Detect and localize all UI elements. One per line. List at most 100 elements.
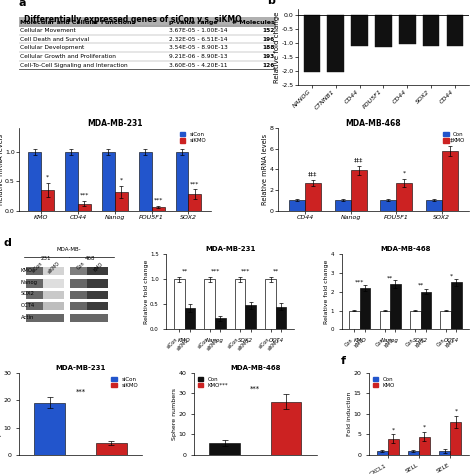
FancyBboxPatch shape	[71, 267, 91, 275]
Text: ***: ***	[154, 198, 163, 202]
Bar	[447, 15, 463, 46]
FancyBboxPatch shape	[44, 302, 64, 310]
Text: KMO: KMO	[178, 338, 191, 344]
Bar	[399, 15, 416, 45]
Text: ***: ***	[355, 279, 365, 284]
Bar	[376, 451, 388, 455]
Text: ***: ***	[241, 268, 250, 273]
Text: **: **	[182, 268, 188, 273]
Bar	[440, 310, 451, 329]
Bar	[235, 279, 246, 329]
Bar	[152, 207, 164, 210]
Bar	[420, 292, 431, 329]
Text: ***: ***	[80, 193, 89, 198]
Y-axis label: Relative fold change: Relative fold change	[274, 11, 280, 83]
FancyBboxPatch shape	[44, 279, 64, 288]
Y-axis label: Sphere numbers: Sphere numbers	[0, 388, 2, 440]
Bar	[380, 310, 390, 329]
Text: p-value range: p-value range	[170, 20, 218, 25]
Bar	[442, 151, 458, 210]
Bar	[423, 15, 439, 46]
Bar	[349, 310, 360, 329]
Text: OCT4: OCT4	[268, 338, 283, 344]
Text: 193: 193	[263, 54, 275, 59]
Bar	[408, 451, 419, 455]
Bar	[265, 279, 276, 329]
Text: KMO: KMO	[21, 268, 33, 273]
FancyBboxPatch shape	[27, 314, 47, 322]
Bar	[419, 437, 430, 455]
Bar	[174, 279, 184, 329]
Bar	[396, 183, 412, 210]
FancyBboxPatch shape	[27, 267, 47, 275]
Bar	[139, 152, 152, 210]
Bar	[34, 403, 65, 455]
Text: ***: ***	[210, 268, 220, 273]
Y-axis label: Relative fold change: Relative fold change	[324, 259, 329, 324]
Legend: siCon, siKMO: siCon, siKMO	[179, 131, 208, 145]
Text: **: **	[418, 283, 424, 288]
FancyBboxPatch shape	[44, 267, 64, 275]
Bar	[215, 319, 226, 329]
Bar	[204, 279, 215, 329]
Text: Nanog: Nanog	[381, 338, 399, 344]
Bar	[451, 282, 462, 329]
Text: a: a	[19, 0, 27, 8]
Text: 231: 231	[41, 256, 51, 261]
Bar	[388, 438, 399, 455]
Text: 152: 152	[263, 28, 275, 33]
Text: Molecular and Cellular Functions: Molecular and Cellular Functions	[20, 20, 136, 25]
Title: MDA-MB-468: MDA-MB-468	[380, 246, 431, 252]
Text: SOX2: SOX2	[21, 292, 35, 296]
Text: Cellular Development: Cellular Development	[20, 45, 84, 50]
FancyBboxPatch shape	[87, 291, 109, 299]
Text: Actin: Actin	[21, 315, 34, 320]
Y-axis label: Relative mRNA levels: Relative mRNA levels	[0, 134, 4, 205]
Text: **: **	[273, 268, 279, 273]
FancyBboxPatch shape	[27, 291, 47, 299]
Bar	[328, 15, 344, 73]
Bar	[375, 15, 392, 47]
Bar	[41, 190, 54, 210]
Title: MDA-MB-231: MDA-MB-231	[87, 118, 143, 128]
Text: Nanog: Nanog	[206, 338, 224, 344]
Text: ‡‡‡: ‡‡‡	[354, 158, 363, 163]
Bar	[426, 201, 442, 210]
FancyBboxPatch shape	[19, 18, 276, 27]
Bar	[184, 308, 195, 329]
FancyBboxPatch shape	[44, 314, 64, 322]
Bar	[276, 307, 286, 329]
Bar	[351, 15, 368, 46]
Legend: Con, KMO: Con, KMO	[372, 375, 396, 389]
Text: d: d	[4, 238, 12, 248]
Text: 9.21E-06 - 8.90E-13: 9.21E-06 - 8.90E-13	[170, 54, 228, 59]
FancyBboxPatch shape	[71, 291, 91, 299]
Bar	[450, 422, 461, 455]
Text: *: *	[392, 428, 395, 432]
Text: b: b	[267, 0, 275, 6]
Bar	[304, 15, 320, 73]
Text: *: *	[119, 178, 123, 182]
Text: ***: ***	[190, 181, 200, 186]
Y-axis label: Relative fold change: Relative fold change	[144, 259, 148, 324]
Bar	[390, 284, 401, 329]
Text: Cellular Growth and Proliferation: Cellular Growth and Proliferation	[20, 54, 116, 59]
Text: SOX2: SOX2	[413, 338, 428, 344]
Text: Nanog: Nanog	[21, 280, 38, 285]
Bar	[96, 443, 127, 455]
Text: *: *	[449, 273, 453, 278]
Text: ***: ***	[250, 385, 260, 391]
Y-axis label: Sphere numbers: Sphere numbers	[172, 388, 177, 440]
Bar	[246, 305, 256, 329]
Text: Cell Death and Survival: Cell Death and Survival	[20, 36, 90, 42]
Text: Cell-To-Cell Signaling and Interaction: Cell-To-Cell Signaling and Interaction	[20, 63, 128, 68]
Text: 468: 468	[85, 256, 95, 261]
Text: Cellular Movement: Cellular Movement	[20, 28, 76, 33]
Bar	[410, 310, 420, 329]
Bar	[209, 443, 240, 455]
Bar	[380, 201, 396, 210]
Bar	[102, 152, 115, 210]
Text: MDA-MB-: MDA-MB-	[56, 247, 81, 253]
Text: # Molecules: # Molecules	[232, 20, 275, 25]
Title: MDA-MB-231: MDA-MB-231	[205, 246, 255, 252]
